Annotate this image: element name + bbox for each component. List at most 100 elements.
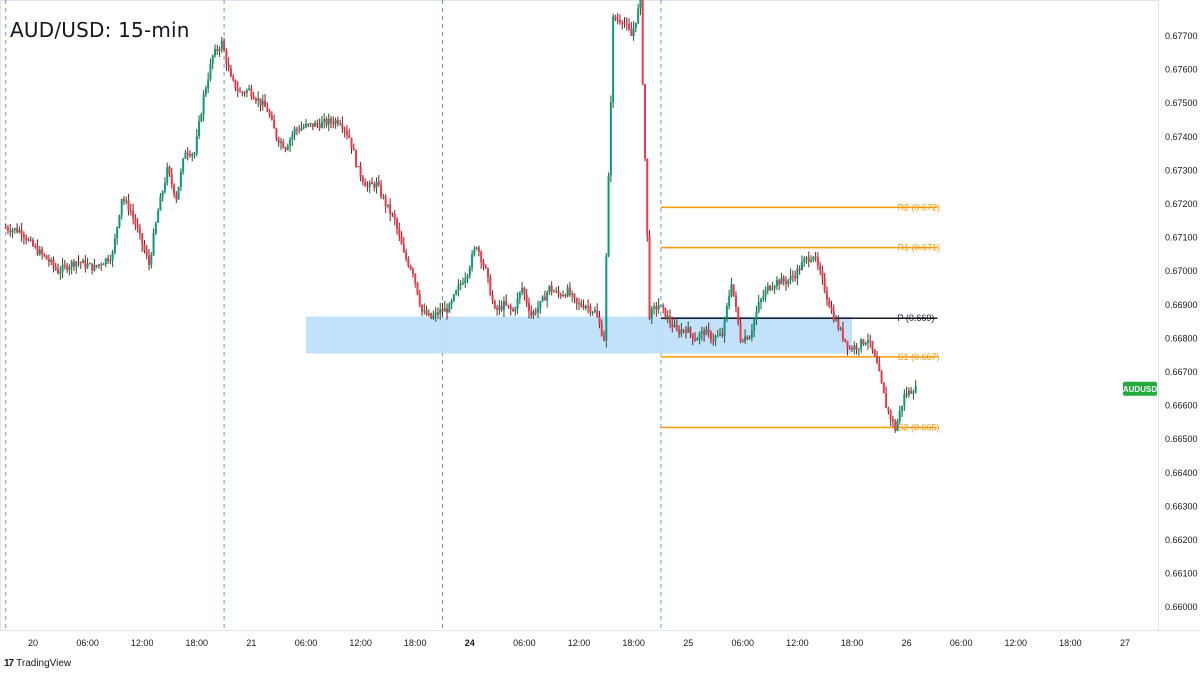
candle-body[interactable] [350,137,353,149]
candle-body[interactable] [891,419,894,422]
candle-body[interactable] [550,285,553,292]
candle-body[interactable] [737,307,740,324]
candle-body[interactable] [516,298,519,309]
candle-body[interactable] [750,330,753,338]
candle-body[interactable] [848,348,851,350]
candle-body[interactable] [901,405,904,411]
candle-body[interactable] [732,284,735,296]
candle-body[interactable] [241,92,244,94]
candle-body[interactable] [568,287,571,295]
candle-body[interactable] [716,335,719,337]
candle-body[interactable] [762,296,765,300]
candle-body[interactable] [357,166,360,168]
candle-body[interactable] [327,118,330,125]
candle-body[interactable] [111,252,114,261]
candle-body[interactable] [910,390,913,394]
candle-body[interactable] [648,235,651,319]
candle-body[interactable] [819,265,822,271]
candle-body[interactable] [343,128,346,131]
candle-body[interactable] [250,88,253,97]
candle-body[interactable] [832,310,835,321]
candle-body[interactable] [691,333,694,340]
candle-body[interactable] [725,305,728,319]
candle-body[interactable] [566,287,569,297]
candle-body[interactable] [562,295,565,297]
candle-body[interactable] [605,256,608,341]
candle-body[interactable] [386,204,389,207]
candle-body[interactable] [446,308,449,313]
candle-body[interactable] [173,184,176,195]
candle-body[interactable] [587,306,590,308]
candle-body[interactable] [507,304,510,307]
candle-body[interactable] [789,275,792,280]
candle-body[interactable] [434,312,437,316]
candle-body[interactable] [207,79,210,89]
candle-body[interactable] [264,100,267,107]
candle-body[interactable] [841,328,844,339]
candle-body[interactable] [682,329,685,331]
candle-body[interactable] [125,200,128,202]
candle-body[interactable] [907,390,910,396]
candle-body[interactable] [305,123,307,127]
candle-body[interactable] [188,154,191,156]
candle-body[interactable] [284,147,287,150]
candle-body[interactable] [728,295,731,306]
candle-body[interactable] [578,303,580,305]
candle-body[interactable] [864,343,867,345]
candle-body[interactable] [584,306,587,309]
candle-body[interactable] [430,313,433,319]
candle-body[interactable] [295,128,298,130]
candle-body[interactable] [600,323,603,336]
candle-body[interactable] [889,410,892,420]
candle-body[interactable] [764,290,767,297]
candle-body[interactable] [814,256,817,258]
candle-body[interactable] [869,340,872,342]
candle-body[interactable] [464,278,467,283]
candle-body[interactable] [480,251,483,262]
candle-body[interactable] [496,307,499,310]
candle-body[interactable] [330,118,333,123]
candle-body[interactable] [291,134,294,140]
candle-body[interactable] [220,40,223,50]
candle-body[interactable] [646,158,649,236]
candle-body[interactable] [489,277,492,295]
candle-body[interactable] [252,96,255,99]
candle-body[interactable] [855,345,858,350]
candle-body[interactable] [828,299,831,308]
candle-body[interactable] [316,122,319,125]
candle-body[interactable] [43,253,46,256]
candle-body[interactable] [25,237,28,241]
candle-body[interactable] [457,285,460,291]
candle-body[interactable] [641,0,644,85]
candle-body[interactable] [675,324,678,330]
candle-body[interactable] [427,313,430,315]
candle-body[interactable] [491,294,494,301]
candle-body[interactable] [348,134,351,138]
candle-body[interactable] [557,290,560,295]
candle-body[interactable] [785,281,788,284]
candle-body[interactable] [523,287,526,295]
candle-body[interactable] [760,299,762,303]
candle-body[interactable] [407,258,410,266]
candle-body[interactable] [54,266,57,270]
candle-body[interactable] [298,129,301,131]
candle-body[interactable] [355,150,358,167]
candle-body[interactable] [270,115,273,120]
candle-body[interactable] [803,258,806,263]
candle-body[interactable] [77,261,80,263]
candle-body[interactable] [323,119,326,122]
candle-body[interactable] [612,16,615,103]
candle-body[interactable] [734,295,737,308]
candle-body[interactable] [16,228,19,233]
candle-body[interactable] [57,269,60,274]
candle-body[interactable] [659,305,662,307]
candle-body[interactable] [32,240,34,247]
candle-body[interactable] [88,263,91,265]
candle-body[interactable] [425,310,428,315]
candle-body[interactable] [163,182,166,192]
candle-body[interactable] [129,210,132,212]
candle-body[interactable] [352,148,355,151]
candle-body[interactable] [334,120,337,125]
candle-body[interactable] [741,341,744,343]
candle-body[interactable] [546,292,549,301]
